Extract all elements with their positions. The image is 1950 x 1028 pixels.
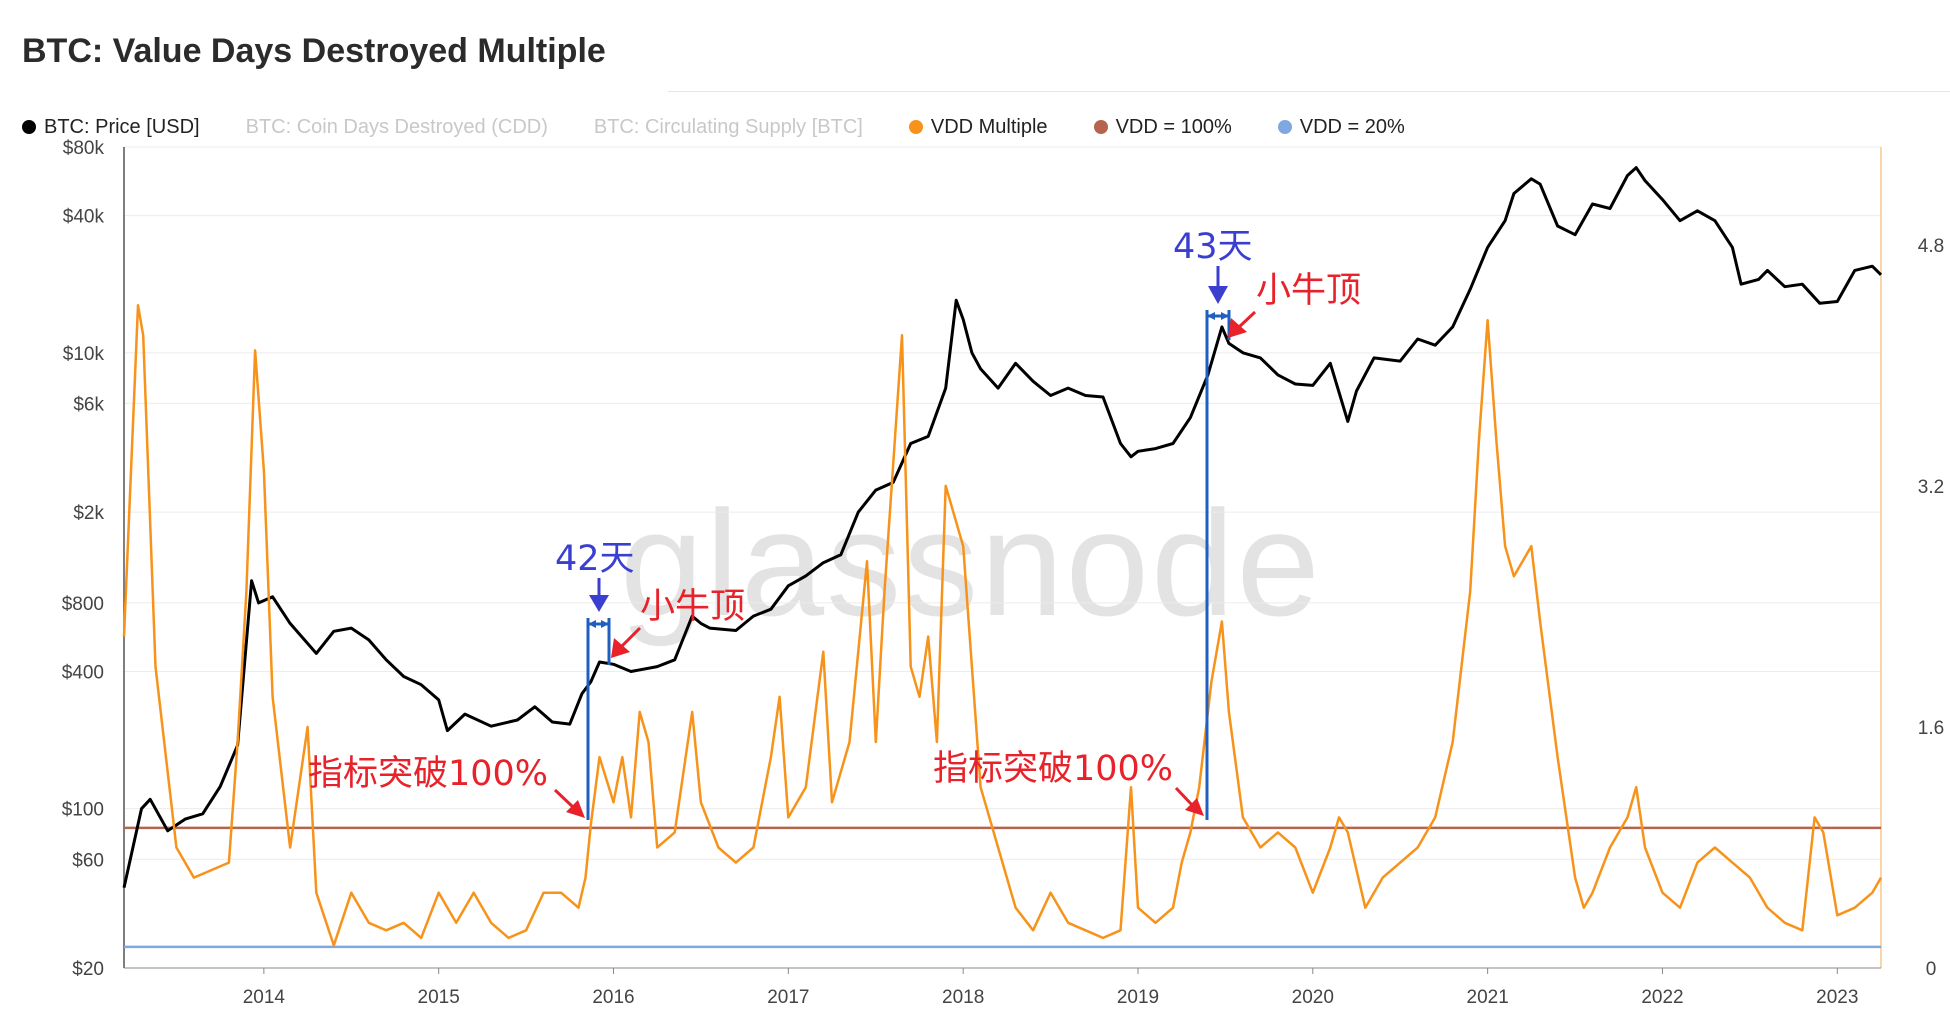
y-axis-left: $80k $40k $10k $6k $2k $800 $400 $100 $60 $20 [62, 138, 105, 980]
red-arrow-shaft-3 [1236, 310, 1257, 330]
x-tick-label: 2020 [1292, 987, 1334, 1008]
red-arrow-head-3 [1228, 318, 1247, 338]
legend-item-price[interactable]: BTC: Price [USD] [22, 116, 200, 139]
interval-arrow-left-1 [588, 620, 596, 628]
y-left-tick-label: $800 [62, 594, 104, 615]
red-arrow-head-1 [611, 638, 630, 658]
legend-marker-vdd [908, 120, 923, 134]
legend-item-cdd[interactable]: BTC: Coin Days Destroyed (CDD) [246, 116, 548, 139]
y-left-tick-label: $6k [73, 394, 104, 415]
x-tick-label: 2019 [1117, 987, 1159, 1008]
legend-item-vdd[interactable]: VDD Multiple [908, 115, 1048, 139]
red-arrow-shaft-2 [553, 788, 576, 810]
red-arrow-shaft-4 [1174, 786, 1195, 808]
y-left-tick-label: $80k [63, 138, 105, 159]
down-arrow-head-2 [1208, 286, 1228, 304]
legend-item-supply[interactable]: BTC: Circulating Supply [BTC] [594, 116, 863, 139]
watermark: glassnode [620, 479, 1322, 647]
legend-item-vdd-20[interactable]: VDD = 20% [1277, 115, 1405, 139]
title-divider [668, 91, 1950, 92]
breakout-label-2: 指标突破100% [933, 749, 1173, 789]
down-arrow-head-1 [589, 595, 609, 612]
y-left-tick-label: $400 [62, 662, 104, 683]
y-axis-right: 4.8 3.2 1.6 0 [1918, 236, 1944, 980]
red-arrow-head-4 [1185, 798, 1204, 816]
legend-marker-vdd-20 [1277, 120, 1292, 134]
legend-label-vdd: VDD Multiple [930, 115, 1048, 138]
x-tick-label: 2015 [418, 987, 460, 1008]
series-layer [122, 166, 1883, 949]
interval-arrow-right-2 [1221, 312, 1229, 320]
x-tick-label: 2023 [1816, 987, 1858, 1008]
y-left-tick-label: $20 [72, 959, 104, 980]
annotation-2019: 43天 小牛顶 指标突破100% [933, 227, 1361, 820]
y-left-tick-label: $10k [63, 344, 105, 365]
series-line-vdd-multiple [122, 303, 1883, 947]
legend-label-cdd: BTC: Coin Days Destroyed (CDD) [245, 115, 548, 138]
chart-title: BTC: Value Days Destroyed Multiple [22, 32, 606, 70]
x-tick-label: 2022 [1641, 987, 1683, 1008]
breakout-label-1: 指标突破100% [308, 754, 548, 794]
y-right-tick-label: 3.2 [1918, 477, 1944, 498]
x-tick-label: 2017 [767, 987, 809, 1008]
y-left-tick-label: $40k [63, 207, 105, 228]
x-axis: 2014 2015 2016 2017 2018 2019 2020 2021 2022 2023 [243, 968, 1858, 1008]
legend-item-vdd-100[interactable]: VDD = 100% [1093, 115, 1232, 139]
y-left-tick-label: $2k [73, 503, 104, 524]
interval-arrow-left-2 [1207, 312, 1215, 320]
x-tick-label: 2018 [942, 987, 984, 1008]
legend-marker-vdd-100 [1093, 120, 1108, 134]
legend: BTC: Price [USD] BTC: Coin Days Destroye… [22, 114, 1451, 140]
legend-label-vdd-100: VDD = 100% [1115, 115, 1232, 138]
days-label-1: 42天 [555, 539, 635, 579]
small-bull-top-label-2: 小牛顶 [1256, 271, 1361, 311]
x-tick-label: 2021 [1467, 987, 1509, 1008]
y-right-tick-label: 1.6 [1918, 718, 1944, 739]
x-tick-label: 2016 [592, 987, 634, 1008]
legend-marker-price [22, 120, 36, 134]
legend-label-supply: BTC: Circulating Supply [BTC] [593, 115, 863, 138]
red-arrow-shaft-1 [618, 626, 642, 650]
y-left-tick-label: $100 [62, 800, 104, 821]
small-bull-top-label-1: 小牛顶 [640, 587, 745, 627]
y-left-tick-label: $60 [72, 850, 104, 871]
x-tick-label: 2014 [243, 987, 286, 1008]
interval-arrow-right-1 [601, 620, 609, 628]
y-right-tick-label: 4.8 [1918, 236, 1944, 257]
legend-label-price: BTC: Price [USD] [44, 115, 200, 138]
annotation-2016: 42天 小牛顶 指标突破100% [308, 539, 745, 820]
red-arrow-head-2 [566, 800, 585, 818]
legend-label-vdd-20: VDD = 20% [1299, 115, 1405, 138]
series-line-btc-price-usd- [122, 166, 1883, 889]
days-label-2: 43天 [1173, 227, 1253, 267]
y-right-tick-label: 0 [1926, 959, 1937, 980]
